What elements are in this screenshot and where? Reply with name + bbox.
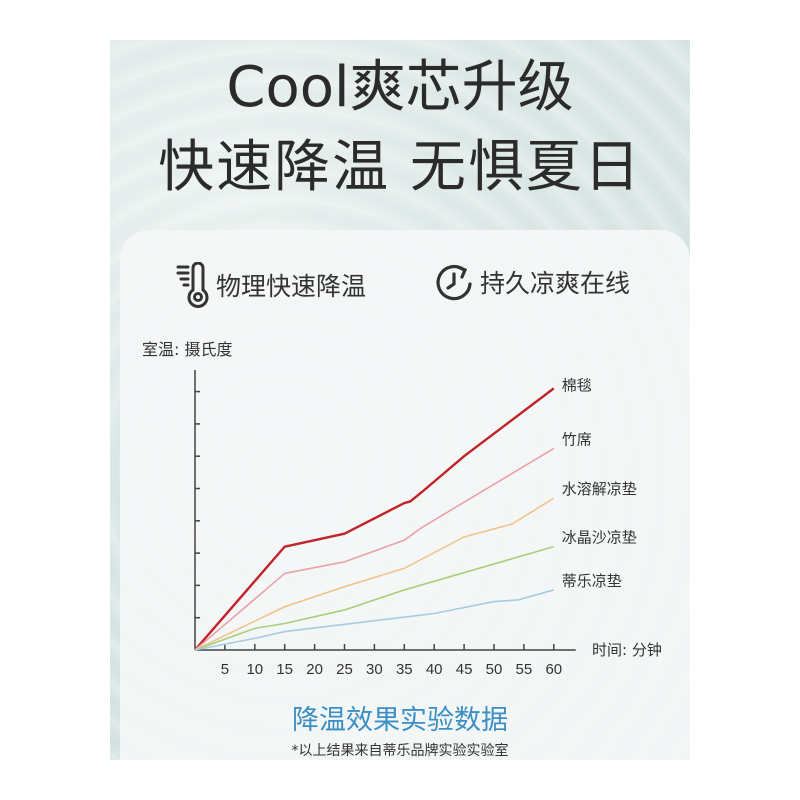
x-tick-label: 55	[516, 661, 533, 678]
x-tick-label: 40	[426, 661, 443, 678]
x-tick-label: 45	[456, 661, 473, 678]
x-tick-label: 20	[306, 661, 323, 678]
footnote: *以上结果来自蒂乐品牌实验实验室	[291, 743, 509, 759]
feature-cooling: 物理快速降温	[176, 262, 366, 308]
series-line-1	[194, 387, 555, 651]
x-tick-label: 30	[366, 661, 383, 678]
x-tick-label: 35	[396, 661, 413, 678]
series-label: 冰晶沙凉垫	[562, 529, 637, 547]
feature-label: 持久凉爽在线	[480, 269, 631, 298]
feature-label: 物理快速降温	[216, 272, 367, 301]
thermometer-icon	[176, 262, 209, 308]
chart-card	[120, 230, 690, 760]
series-label: 水溶解凉垫	[562, 480, 637, 498]
series-line-4	[194, 545, 555, 651]
series-line-3	[194, 497, 555, 651]
series-label: 蒂乐凉垫	[562, 572, 622, 590]
feature-lasting: 持久凉爽在线	[434, 262, 630, 302]
x-tick-label: 5	[221, 661, 229, 678]
series-line-5	[194, 589, 555, 651]
series-label: 竹席	[562, 430, 592, 448]
x-tick-label: 25	[336, 661, 353, 678]
headline-line1: Cool爽芯升级	[226, 55, 574, 120]
x-tick-label: 50	[486, 661, 503, 678]
x-tick-label: 10	[246, 661, 263, 678]
series-label: 棉毯	[562, 376, 592, 394]
series-line-2	[194, 447, 555, 651]
x-axis-label: 时间: 分钟	[592, 641, 662, 659]
clock-refresh-icon	[436, 264, 472, 301]
headline-line2: 快速降温 无惧夏日	[158, 135, 642, 200]
x-tick-label: 15	[276, 661, 293, 678]
y-axis-label: 室温: 摄氏度	[142, 340, 233, 359]
chart-title: 降温效果实验数据	[292, 705, 508, 736]
x-tick-label: 60	[545, 661, 562, 678]
